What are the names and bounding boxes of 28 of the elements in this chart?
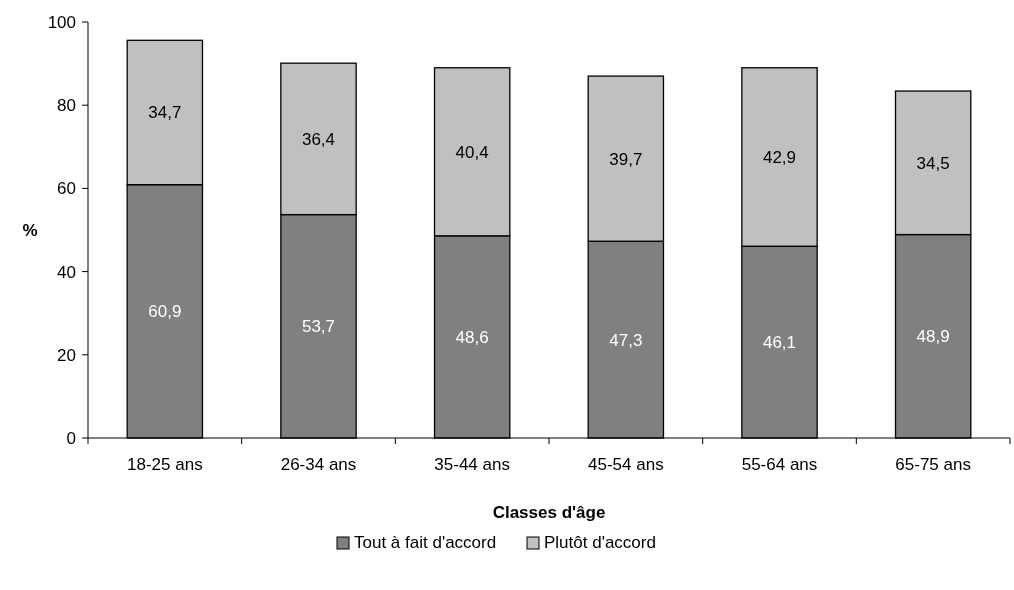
x-axis-title: Classes d'âge — [492, 503, 606, 522]
x-tick-label: 35-44 ans — [434, 455, 510, 474]
legend-label: Tout à fait d'accord — [354, 533, 497, 552]
y-tick-label: 0 — [66, 429, 76, 448]
x-tick-label: 26-34 ans — [280, 455, 357, 474]
data-label: 36,4 — [301, 129, 336, 149]
x-tick-label: 18-25 ans — [127, 455, 203, 474]
data-label: 34,7 — [148, 103, 182, 123]
data-label: 60,9 — [148, 302, 182, 322]
x-tick-label: 55-64 ans — [741, 455, 818, 474]
y-tick-label: 20 — [57, 345, 76, 365]
data-label: 47,3 — [609, 330, 643, 350]
y-tick-label: 80 — [57, 96, 76, 116]
y-tick-label: 100 — [47, 13, 76, 32]
legend-label: Plutôt d'accord — [544, 533, 656, 552]
data-label: 40,4 — [455, 142, 489, 162]
data-label: 46,1 — [762, 333, 797, 353]
y-tick-label: 40 — [57, 262, 76, 282]
x-tick-label: 45-54 ans — [588, 455, 664, 474]
data-label: 48,6 — [455, 327, 489, 347]
data-label: 53,7 — [301, 317, 336, 337]
data-label: 34,5 — [916, 153, 950, 173]
y-tick-label: 60 — [57, 179, 76, 199]
data-label: 39,7 — [609, 149, 643, 169]
data-label: 48,9 — [916, 327, 950, 347]
x-tick-label: 65-75 ans — [895, 455, 971, 474]
y-axis-title: % — [22, 221, 38, 240]
data-label: 42,9 — [762, 147, 797, 167]
